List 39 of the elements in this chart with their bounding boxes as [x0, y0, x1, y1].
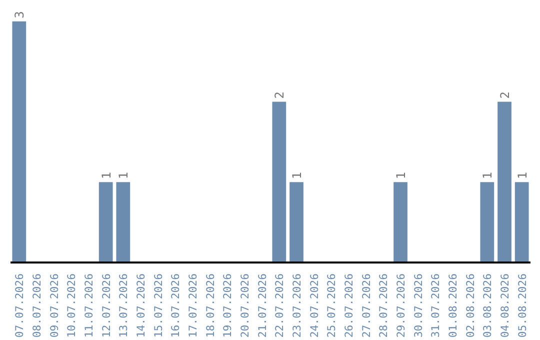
- x-tick-label: 09.07.2026: [48, 274, 61, 338]
- x-tick-label: 13.07.2026: [117, 274, 130, 338]
- x-tick-label: 10.07.2026: [65, 274, 78, 338]
- data-label: 1: [290, 172, 304, 180]
- x-tick-label: 01.08.2026: [446, 274, 460, 338]
- x-tick-label: 28.07.2026: [377, 274, 390, 338]
- x-tick-label: 29.07.2026: [394, 274, 408, 338]
- x-tick-label: 24.07.2026: [308, 274, 321, 338]
- data-label: 2: [498, 92, 512, 99]
- x-tick-label: 31.07.2026: [429, 274, 442, 338]
- x-tick-label: 26.07.2026: [342, 274, 356, 338]
- data-label: 1: [480, 172, 495, 180]
- x-tick-label: 02.08.2026: [464, 274, 477, 338]
- x-tick-label: 21.07.2026: [256, 274, 269, 338]
- data-label: 1: [116, 172, 131, 180]
- x-tick-label: 19.07.2026: [221, 274, 234, 338]
- x-tick-label: 03.08.2026: [481, 274, 494, 338]
- x-tick-label: 05.08.2026: [516, 274, 529, 338]
- x-tick-label: 15.07.2026: [152, 274, 165, 338]
- x-tick-label: 22.07.2026: [273, 274, 286, 338]
- x-tick-label: 17.07.2026: [186, 274, 200, 338]
- data-label: 2: [272, 92, 287, 99]
- data-label: 1: [99, 172, 114, 180]
- x-tick-label: 08.07.2026: [30, 274, 44, 338]
- x-tick-label: 30.07.2026: [412, 274, 425, 338]
- x-tick-label: 18.07.2026: [204, 274, 217, 338]
- x-tick-label: 07.07.2026: [13, 274, 26, 338]
- data-label: 3: [12, 11, 27, 18]
- x-tick-label: 16.07.2026: [169, 274, 182, 338]
- data-label: 1: [394, 172, 408, 180]
- x-tick-label: 12.07.2026: [100, 274, 113, 338]
- x-tick-label: 27.07.2026: [360, 274, 373, 338]
- x-tick-label: 14.07.2026: [134, 274, 148, 338]
- data-label: 1: [515, 172, 530, 180]
- x-tick-label: 25.07.2026: [325, 274, 338, 338]
- x-tick-label: 11.07.2026: [82, 274, 96, 338]
- x-tick-label: 23.07.2026: [290, 274, 304, 338]
- x-tick-label: 04.08.2026: [498, 274, 512, 338]
- x-tick-label: 20.07.2026: [238, 274, 252, 338]
